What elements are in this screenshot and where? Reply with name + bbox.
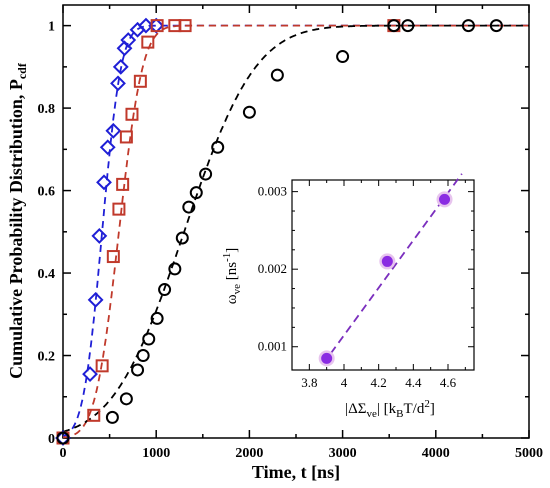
inset-y-axis-title: ωve [ns-1] [221, 248, 243, 305]
y-tick-label: 0.8 [38, 102, 56, 117]
data-point-circle [401, 19, 415, 33]
x-axis-title: Time, t [ns] [252, 462, 340, 482]
data-point-circle [142, 332, 156, 346]
data-point-diamond [105, 122, 122, 139]
data-point-diamond [112, 58, 129, 75]
data-point-circle [150, 311, 164, 325]
data-point-square [178, 19, 192, 33]
data-point-diamond [96, 174, 112, 191]
data-point-square [87, 408, 101, 422]
data-point-circle [168, 262, 182, 276]
y-tick-label: 0.2 [38, 350, 56, 365]
data-point-circle [158, 283, 172, 297]
main-data-points [55, 17, 503, 446]
inset-y-tick-label: 0.002 [258, 261, 287, 276]
data-point-diamond [87, 291, 104, 308]
data-point-diamond [120, 32, 137, 48]
inset-data-points [318, 191, 453, 367]
data-point-diamond [91, 228, 108, 244]
y-tick-label: 1 [48, 20, 55, 35]
data-point-circle [189, 186, 203, 200]
y-tick-label: 0 [48, 432, 55, 447]
data-point-square [116, 177, 130, 191]
data-point-diamond [110, 75, 126, 92]
inset-data-point [439, 193, 451, 205]
inset-background [292, 180, 474, 370]
data-point-diamond [99, 139, 116, 156]
data-point-circle [199, 167, 213, 181]
inset-x-tick-label: 4.2 [371, 375, 387, 390]
data-point-circle [131, 363, 145, 377]
data-point-square [112, 202, 126, 216]
data-point-circle [175, 231, 189, 245]
data-point-circle [56, 431, 70, 445]
y-axis-title-main: Cumulative Probability Distribution, P [6, 79, 26, 379]
y-tick-label: 0.6 [38, 185, 56, 200]
data-point-square [125, 107, 139, 121]
x-tick-label: 5000 [515, 446, 543, 461]
main-axis-ticks: 0 1000 2000 3000 4000 5000 0 0.2 0.4 0.6 0.8 1 [38, 5, 543, 461]
x-tick-label: 4000 [422, 446, 450, 461]
inset-x-tick-label: 4 [341, 375, 348, 390]
inset-plot-frame [291, 179, 475, 371]
data-point-circle [270, 68, 284, 82]
inset-fit-line-segment [322, 173, 463, 365]
data-point-circle [211, 140, 225, 154]
x-tick-label: 3000 [329, 446, 357, 461]
svg-text:ωve [ns-1]: ωve [ns-1] [221, 248, 243, 305]
inset-y-tick-label: 0.003 [258, 184, 287, 199]
data-point-circle [119, 392, 133, 406]
y-axis-title-sub: cdf [15, 62, 29, 79]
inset-x-tick-label: 4.4 [405, 375, 422, 390]
data-point-square [141, 35, 155, 49]
data-point-square [119, 130, 133, 144]
data-point-square [133, 74, 147, 88]
data-point-circle [105, 410, 119, 424]
data-point-circle [336, 50, 350, 64]
data-point-circle [461, 19, 475, 33]
data-point-circle [489, 19, 503, 33]
svg-text:Cumulative Probability Distrib: Cumulative Probability Distribution, Pcd… [6, 62, 29, 379]
inset-axis-ticks: 3.8 4 4.2 4.4 4.6 0.001 0.002 0.003 [258, 180, 474, 390]
inset-y-tick-label: 0.001 [258, 339, 287, 354]
inset-data-point [321, 352, 333, 364]
y-axis-title: Cumulative Probability Distribution, Pcd… [6, 62, 29, 379]
inset-x-axis-title: |ΔΣve| [kBT/d2] [345, 398, 435, 420]
x-tick-label: 2000 [235, 446, 263, 461]
data-point-circle [242, 105, 256, 119]
data-point-diamond [138, 17, 154, 34]
data-point-square [150, 19, 164, 33]
x-tick-label: 0 [60, 446, 67, 461]
fit-curve-series-3 [62, 24, 529, 433]
data-point-circle [182, 200, 196, 214]
y-tick-label: 0.4 [38, 267, 56, 282]
inset-x-tick-label: 4.6 [440, 375, 457, 390]
inset-fit-line [322, 173, 463, 365]
inset-data-point [381, 255, 393, 267]
data-point-circle [387, 19, 401, 33]
data-point-circle [136, 349, 150, 363]
data-point-square [95, 359, 109, 373]
data-point-diamond [82, 366, 98, 382]
data-point-square [106, 250, 120, 264]
fit-curve-series-2 [62, 24, 529, 439]
x-tick-label: 1000 [142, 446, 170, 461]
inset-x-tick-label: 3.8 [301, 375, 317, 390]
